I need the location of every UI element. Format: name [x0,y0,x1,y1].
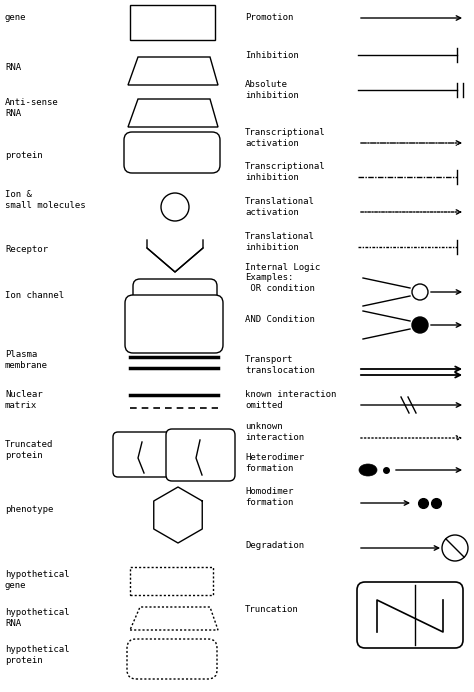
Text: Receptor: Receptor [5,246,48,255]
FancyBboxPatch shape [166,429,235,481]
Circle shape [412,317,428,333]
Polygon shape [128,57,218,85]
Text: Translational
inhibition: Translational inhibition [245,233,315,252]
Bar [130,567,213,595]
FancyBboxPatch shape [127,639,217,679]
Text: Truncated
protein: Truncated protein [5,440,54,459]
Text: Degradation: Degradation [245,540,304,549]
Text: RNA: RNA [5,64,21,73]
Text: Ion &
small molecules: Ion & small molecules [5,190,86,210]
Polygon shape [128,99,218,127]
Text: AND Condition: AND Condition [245,316,315,325]
FancyBboxPatch shape [113,432,171,477]
FancyBboxPatch shape [124,132,220,173]
Text: hypothetical
gene: hypothetical gene [5,570,70,590]
Text: Ion channel: Ion channel [5,291,64,300]
Text: Anti-sense
RNA: Anti-sense RNA [5,98,59,118]
Text: Promotion: Promotion [245,14,293,23]
Text: protein: protein [5,150,43,159]
Text: hypothetical
RNA: hypothetical RNA [5,608,70,628]
FancyBboxPatch shape [357,582,463,648]
Text: hypothetical
protein: hypothetical protein [5,646,70,665]
Text: Heterodimer
formation: Heterodimer formation [245,453,304,473]
Text: Inhibition: Inhibition [245,51,299,60]
Text: Homodimer
formation: Homodimer formation [245,487,293,507]
Text: Translational
activation: Translational activation [245,197,315,217]
Text: known interaction
omitted: known interaction omitted [245,390,337,410]
Text: Truncation: Truncation [245,606,299,614]
Text: Transport
translocation: Transport translocation [245,355,315,374]
Text: Plasma
membrane: Plasma membrane [5,350,48,370]
FancyBboxPatch shape [133,279,217,307]
Text: unknown
interaction: unknown interaction [245,422,304,441]
Text: phenotype: phenotype [5,505,54,514]
Text: Internal Logic
Examples:
 OR condition: Internal Logic Examples: OR condition [245,263,320,293]
Bar [130,5,215,40]
Text: gene: gene [5,14,27,23]
Text: Transcriptional
inhibition: Transcriptional inhibition [245,163,326,182]
Text: Transcriptional
activation: Transcriptional activation [245,128,326,147]
Ellipse shape [359,464,377,476]
Text: Nuclear
matrix: Nuclear matrix [5,390,43,410]
Text: Absolute
inhibition: Absolute inhibition [245,80,299,100]
FancyBboxPatch shape [125,295,223,353]
